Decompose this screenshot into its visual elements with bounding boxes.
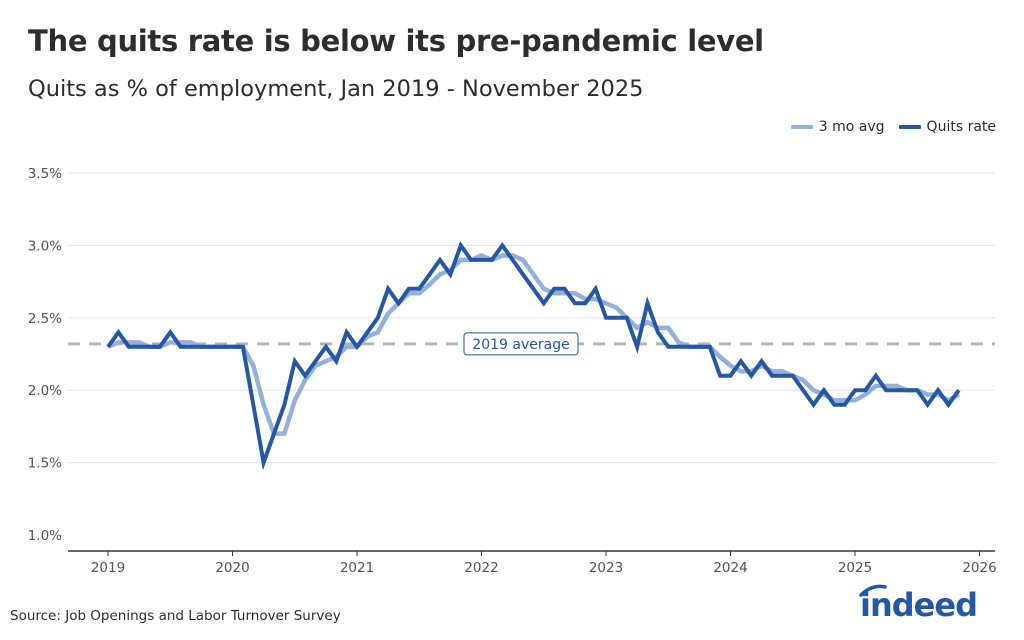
series-line-quits-rate	[106, 241, 961, 471]
x-tick-label: 2024	[713, 560, 747, 576]
reference-label-box	[463, 332, 579, 356]
reference-label: 2019 average	[463, 332, 579, 356]
x-tick-label: 2025	[838, 560, 872, 576]
x-tick-label: 2021	[340, 560, 374, 576]
indeed-logo: indeed	[859, 584, 978, 624]
y-tick-label: 2.0%	[28, 383, 62, 399]
x-tick-label: 2020	[215, 560, 249, 576]
reference-label-text: 2019 average	[472, 337, 569, 353]
series-line-3mo-avg	[107, 253, 960, 436]
legend-item-3mo-avg[interactable]: 3 mo avg	[790, 119, 885, 135]
svg-text:indeed: indeed	[860, 586, 977, 624]
chart-title: The quits rate is below its pre-pandemic…	[28, 24, 764, 58]
legend-swatch-3mo-avg	[790, 125, 813, 129]
x-tick-label: 2026	[962, 560, 996, 576]
legend-label-quits-rate: Quits rate	[926, 119, 996, 135]
y-tick-label: 3.5%	[28, 166, 62, 182]
legend-swatch-quits-rate	[898, 125, 921, 129]
legend: 3 mo avg Quits rate	[790, 119, 996, 135]
y-tick-label: 1.5%	[28, 456, 62, 472]
y-tick-label: 1.0%	[28, 528, 62, 544]
legend-item-quits-rate[interactable]: Quits rate	[898, 119, 996, 135]
source-note: Source: Job Openings and Labor Turnover …	[10, 608, 341, 624]
y-tick-label: 3.0%	[28, 238, 62, 254]
x-tick-label: 2023	[589, 560, 623, 576]
x-tick-label: 2019	[91, 560, 125, 576]
legend-label-3mo-avg: 3 mo avg	[818, 119, 885, 135]
chart-subtitle: Quits as % of employment, Jan 2019 - Nov…	[28, 76, 644, 102]
x-tick-label: 2022	[464, 560, 498, 576]
y-tick-label: 2.5%	[28, 311, 62, 327]
